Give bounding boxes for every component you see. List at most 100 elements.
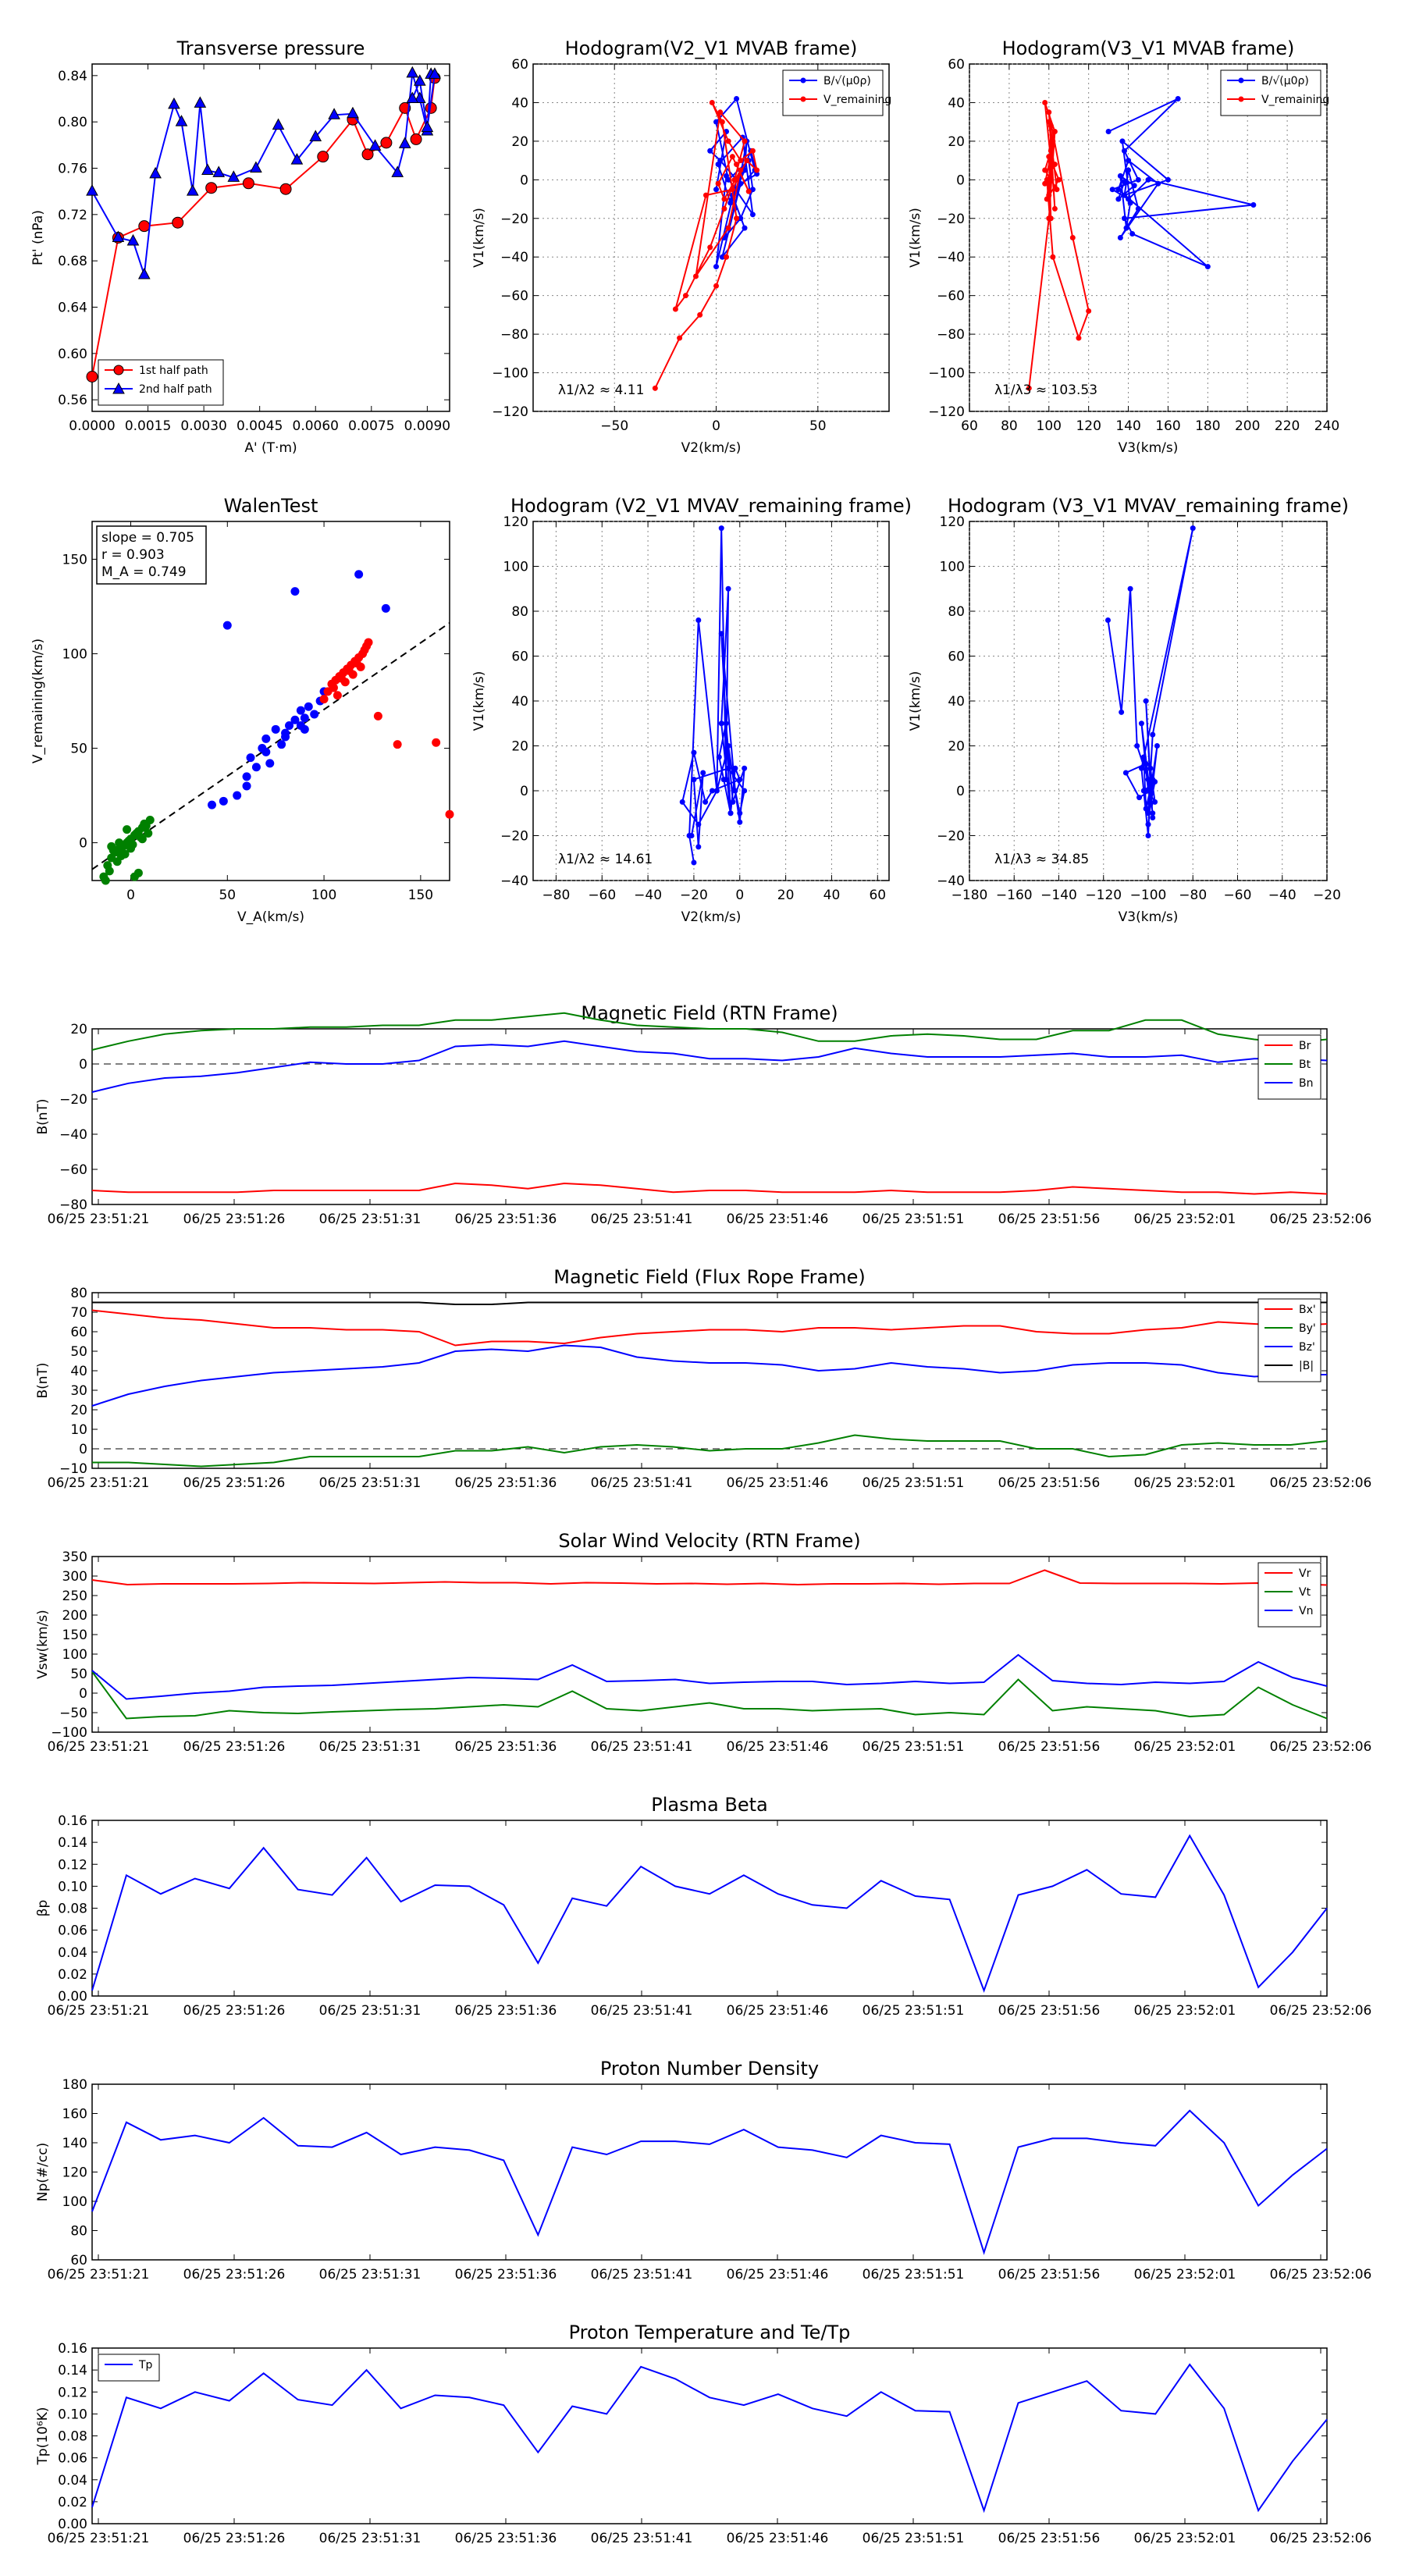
data-point [1076,335,1082,341]
data-point [406,91,419,103]
y-tick-label: 60 [511,649,528,665]
data-point [1155,180,1161,187]
y-tick-label: 0.64 [58,301,87,316]
x-tick-label: 06/25 23:51:26 [183,1739,286,1755]
legend-marker [113,365,124,375]
y-tick-label: 0 [79,1442,87,1457]
chart-hodogram-v3-v1-mvav: Hodogram (V3_V1 MVAV_remaining frame) −40… [908,495,1349,925]
data-point [1051,205,1058,212]
y-tick-label: 0.00 [58,1989,87,2005]
scatter-point [123,825,132,834]
x-tick-label: 06/25 23:51:51 [863,1475,965,1491]
chart-title: Hodogram(V2_V1 MVAB frame) [565,37,858,59]
data-point [1048,215,1054,222]
x-tick-label: −100 [1130,888,1167,903]
y-tick-label: 0.02 [58,2495,87,2510]
y-tick-label: 50 [70,742,87,757]
x-tick-label: 06/25 23:51:46 [727,1475,829,1491]
x-tick-label: 06/25 23:51:56 [998,1475,1101,1491]
x-tick-label: 0.0045 [237,418,283,434]
y-tick-label: −20 [500,829,528,845]
data-point [1145,176,1151,183]
data-point [672,306,678,312]
series-line-Bz' [91,1344,1327,1407]
data-point [679,799,685,805]
data-point [695,821,702,827]
y-tick-label: 160 [62,2107,87,2122]
data-point [201,163,214,175]
x-tick-label: 06/25 23:51:46 [727,2531,829,2546]
data-point [1054,187,1060,193]
data-point [391,165,404,177]
x-tick-label: 0.0000 [69,418,115,434]
data-point [1121,148,1127,154]
data-point [745,188,752,194]
legend-label: 2nd half path [139,383,212,396]
data-point [1150,731,1156,738]
x-tick-label: 06/25 23:51:36 [455,2267,557,2282]
chart-title: Proton Temperature and Te/Tp [569,2322,851,2343]
y-tick-label: −100 [928,366,965,382]
data-point [1175,96,1181,101]
data-point [1121,215,1127,222]
y-tick-label: −10 [59,1461,87,1477]
series-line-Vt [91,1670,1328,1720]
chart-title: WalenTest [224,495,318,517]
y-axis-label: Np(#/cc) [35,2143,51,2201]
data-point [1147,783,1154,789]
y-tick-label: −80 [500,327,528,343]
legend-label: Vr [1299,1567,1311,1580]
scatter-point [265,759,275,768]
y-tick-label: −40 [59,1127,87,1143]
legend: B/√(μ0ρ) V_remaining [782,69,891,116]
scatter-point [445,809,454,819]
y-tick-label: 0.06 [58,2451,87,2467]
data-point [732,765,738,771]
data-point [691,859,697,866]
y-tick-label: 0.04 [58,2473,87,2489]
legend-label: B/√(μ0ρ) [1261,75,1309,87]
data-point [713,187,720,193]
y-tick-label: 0.02 [58,1967,87,1983]
x-tick-label: −20 [1313,888,1341,903]
data-point [718,631,724,637]
data-point [652,385,658,391]
data-point [1143,806,1149,812]
y-tick-label: 20 [511,134,528,150]
data-point [692,273,699,279]
legend: Br Bt Bn [1257,1034,1321,1100]
y-tick-label: 100 [940,560,965,575]
plot-frame [91,63,450,412]
x-tick-label: 06/25 23:51:21 [48,1212,150,1227]
data-point [1105,129,1112,135]
data-point [1123,225,1129,231]
data-point [205,182,218,194]
x-tick-label: 06/25 23:51:31 [319,2267,422,2282]
y-tick-label: 60 [948,57,965,73]
x-tick-label: 06/25 23:52:06 [1270,2531,1372,2546]
data-point [738,167,744,173]
y-tick-label: −100 [51,1725,87,1741]
plot-frame [91,1028,1328,1205]
data-point [1140,754,1147,760]
data-point [738,180,744,187]
y-tick-label: 0.72 [58,208,87,223]
x-tick-label: 06/25 23:51:21 [48,2531,150,2546]
legend: B/√(μ0ρ) V_remaining [1220,69,1329,116]
x-tick-label: 06/25 23:51:56 [998,2003,1101,2019]
x-axis-label: V_A(km/s) [237,909,304,925]
x-tick-label: 06/25 23:51:26 [183,2531,286,2546]
y-tick-label: −50 [59,1706,87,1721]
y-tick-label: −60 [937,289,965,304]
legend-label: Vn [1299,1605,1313,1617]
scatter-point [304,702,313,711]
legend-marker [800,77,806,84]
data-point [719,254,725,260]
x-tick-label: 06/25 23:52:06 [1270,2003,1372,2019]
data-point [691,777,697,783]
legend-marker [800,96,806,102]
y-tick-label: 150 [62,1628,87,1643]
x-tick-label: 06/25 23:51:46 [727,2267,829,2282]
